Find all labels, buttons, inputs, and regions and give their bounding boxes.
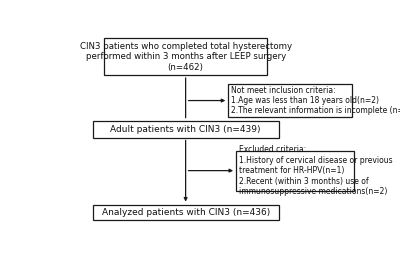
FancyBboxPatch shape <box>236 151 354 191</box>
Text: Excluded criteria:
1.History of cervical disease or previous
treatment for HR-HP: Excluded criteria: 1.History of cervical… <box>239 145 393 196</box>
FancyBboxPatch shape <box>228 84 352 117</box>
Text: CIN3 patients who completed total hysterectomy
performed within 3 months after L: CIN3 patients who completed total hyster… <box>80 42 292 72</box>
Text: Not meet inclusion criteria:
1.Age was less than 18 years old(n=2)
2.The relevan: Not meet inclusion criteria: 1.Age was l… <box>231 86 400 116</box>
FancyBboxPatch shape <box>104 38 267 75</box>
Text: Adult patients with CIN3 (n=439): Adult patients with CIN3 (n=439) <box>110 124 261 134</box>
FancyBboxPatch shape <box>93 204 279 220</box>
Text: Analyzed patients with CIN3 (n=436): Analyzed patients with CIN3 (n=436) <box>102 208 270 217</box>
FancyBboxPatch shape <box>93 121 279 137</box>
